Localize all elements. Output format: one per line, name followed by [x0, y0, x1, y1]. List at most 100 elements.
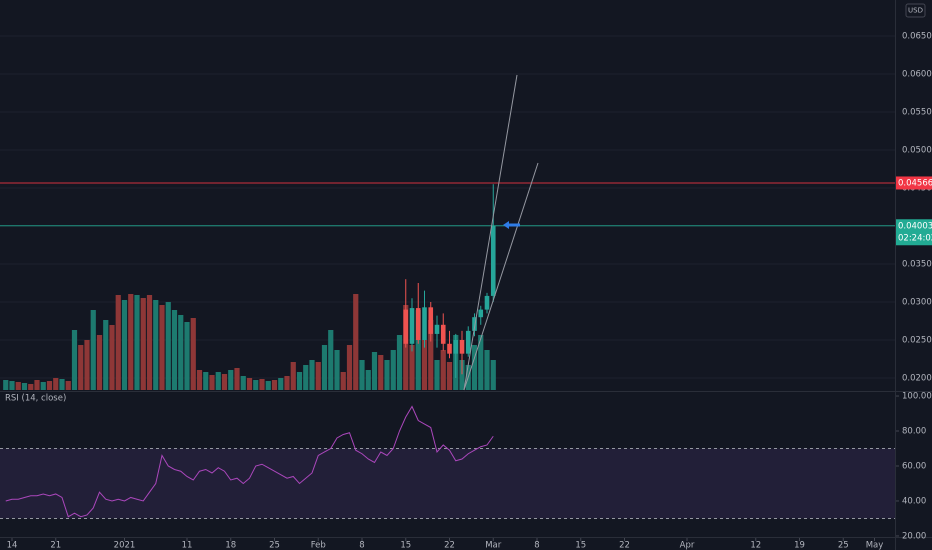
volume-bar	[3, 380, 9, 390]
volume-bar	[321, 345, 328, 390]
volume-bar	[178, 315, 184, 390]
time-tick-label: Feb	[311, 541, 326, 550]
rsi-title: RSI (14, close)	[5, 394, 66, 404]
volume-bar	[184, 322, 190, 390]
candle-body	[434, 324, 440, 334]
rsi-band	[0, 448, 895, 519]
volume-bar	[478, 335, 484, 390]
price-tick-label: 0.05500000	[902, 108, 932, 118]
volume-bar	[271, 380, 278, 390]
volume-bar	[9, 381, 15, 390]
volume-bar	[315, 362, 321, 390]
price-label: 0.04566297	[898, 178, 932, 188]
volume-bar	[96, 335, 103, 390]
volume-bar	[328, 330, 334, 390]
rsi-tick-label: 80.00	[902, 427, 926, 437]
volume-bar	[365, 370, 371, 390]
volume-bar	[153, 300, 159, 390]
time-tick-label: 11	[182, 541, 193, 550]
volume-bar	[246, 378, 253, 390]
volume-bar	[490, 360, 496, 390]
volume-bar	[384, 360, 390, 390]
volume-bar	[165, 302, 171, 390]
time-tick-label: Mar	[485, 541, 502, 550]
volume-bar	[290, 362, 296, 390]
volume-bar	[434, 360, 440, 390]
candle-body	[484, 295, 490, 310]
volume-bar	[78, 345, 84, 390]
candle-body	[409, 308, 415, 344]
volume-bar	[121, 300, 128, 390]
volume-bar	[484, 350, 490, 390]
price-label: 0.04003100	[898, 221, 932, 231]
volume-bar	[128, 294, 134, 390]
volume-bar	[228, 370, 234, 390]
volume-bar	[40, 382, 46, 390]
candle-body	[459, 339, 465, 354]
volume-bar	[71, 330, 78, 390]
time-tick-label: 22	[619, 541, 630, 550]
candle-body	[440, 324, 446, 344]
time-tick-label: 21	[50, 541, 61, 550]
time-tick-label: 18	[225, 541, 236, 550]
volume-bar	[46, 381, 53, 390]
currency: USD	[908, 7, 923, 15]
volume-bar	[334, 350, 340, 390]
rsi-tick-label: 40.00	[902, 496, 926, 506]
arrow-marker[interactable]	[503, 221, 520, 229]
candle-body	[453, 339, 459, 354]
time-tick-label: 19	[794, 541, 805, 550]
price-label-box	[896, 176, 932, 190]
volume-bar	[159, 305, 165, 390]
volume-bar	[140, 298, 146, 390]
time-tick-label: 15	[400, 541, 411, 550]
candle-body	[465, 330, 471, 354]
price-label-box	[896, 219, 932, 246]
volume-bar	[53, 378, 59, 390]
volume-bar	[390, 350, 396, 390]
volume-bar	[253, 380, 259, 390]
volume-bar	[278, 378, 284, 390]
trend-line[interactable]	[463, 162, 539, 391]
rsi-line	[5, 405, 494, 518]
volume-bar	[196, 370, 203, 390]
time-tick-label: 14	[7, 541, 18, 550]
volume-bar	[115, 295, 121, 390]
volume-bar	[240, 376, 246, 390]
volume-bar	[346, 345, 353, 390]
volume-bar	[296, 372, 303, 390]
volume-bar	[353, 294, 359, 390]
volume-bar	[109, 325, 115, 390]
candle-body	[472, 317, 477, 331]
volume-bar	[446, 362, 453, 390]
candle-body	[428, 307, 434, 334]
volume-bar	[209, 375, 215, 390]
volume-bar	[84, 340, 90, 390]
time-tick-label: 22	[444, 541, 455, 550]
candle-body	[415, 308, 421, 340]
trend-line[interactable]	[463, 74, 518, 391]
volume-bar	[203, 372, 209, 390]
candle-body	[478, 309, 484, 318]
candle-body	[447, 343, 452, 354]
volume-bar	[103, 320, 109, 390]
volume-bar	[378, 355, 384, 390]
volume-bar	[15, 382, 21, 390]
time-tick-label: Apr	[680, 541, 695, 550]
volume-bar	[215, 372, 221, 390]
time-tick-label: 8	[534, 541, 539, 550]
volume-bar	[146, 295, 153, 390]
volume-bar	[396, 335, 403, 390]
currency-box[interactable]	[905, 3, 926, 18]
volume-bar	[90, 310, 96, 390]
volume-bar	[284, 376, 290, 390]
price-tick-label: 0.05000000	[902, 146, 932, 156]
volume-bar	[34, 380, 40, 390]
volume-bar	[28, 384, 34, 390]
time-tick-label: 15	[575, 541, 586, 550]
candle-body	[422, 307, 427, 340]
time-tick-label: May	[866, 541, 884, 550]
volume-bar	[190, 318, 196, 390]
rsi-tick-label: 20.00	[902, 531, 926, 541]
